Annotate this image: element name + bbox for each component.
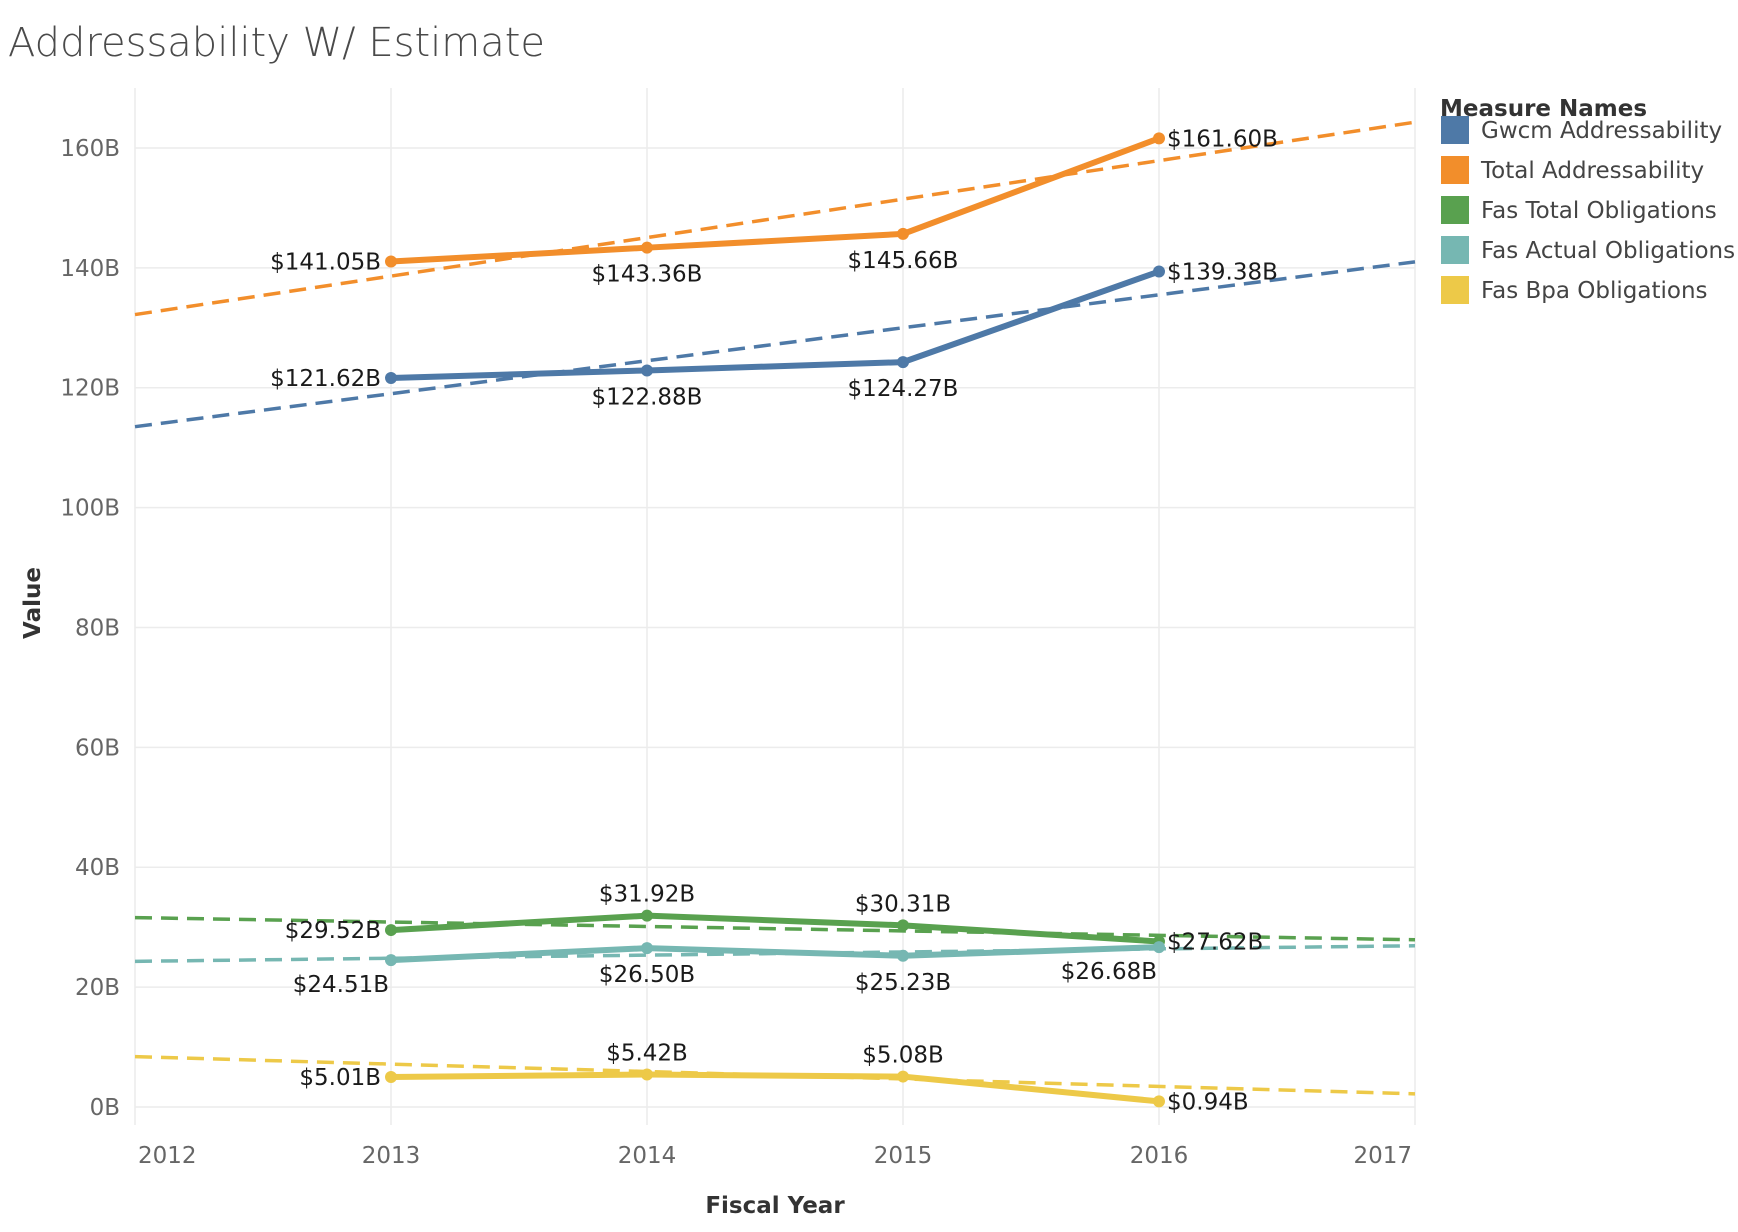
series-line xyxy=(388,1071,1162,1105)
series-line xyxy=(388,135,1162,265)
data-point xyxy=(897,949,909,962)
data-label: $139.38B xyxy=(1167,260,1278,286)
data-label: $27.62B xyxy=(1167,929,1263,955)
legend-swatch xyxy=(1441,236,1469,264)
chart-title: Addressability W/ Estimate xyxy=(8,20,545,66)
trend-line xyxy=(134,915,1416,942)
data-point xyxy=(1153,132,1165,145)
data-label: $26.50B xyxy=(599,962,695,988)
legend-item-label: Fas Actual Obligations xyxy=(1481,238,1735,264)
data-point xyxy=(385,954,397,967)
data-label: $31.92B xyxy=(599,882,695,908)
series-line xyxy=(388,268,1162,382)
data-point xyxy=(897,356,909,369)
axes: 0B 20B 40B 60B 80B 100B 120B 140B 160B 2012 2013 20… xyxy=(60,136,1412,1169)
y-tick-label: 80B xyxy=(75,615,120,641)
data-label: $5.01B xyxy=(299,1065,381,1091)
y-tick-label: 60B xyxy=(75,735,120,761)
y-tick-label: 40B xyxy=(75,855,120,881)
legend-item-label: Fas Bpa Obligations xyxy=(1481,278,1708,304)
x-tick-label: 2014 xyxy=(618,1143,677,1169)
data-point xyxy=(385,255,397,268)
legend-swatch xyxy=(1441,196,1469,224)
data-point xyxy=(641,241,653,254)
data-labels: $121.62B $122.88B $124.27B $139.38B $141.05B… xyxy=(270,126,1278,1115)
y-axis-title: Value xyxy=(20,567,46,639)
data-label: $141.05B xyxy=(270,250,381,276)
x-tick-label: 2015 xyxy=(874,1143,933,1169)
data-point xyxy=(897,919,909,932)
data-label: $24.51B xyxy=(293,972,389,998)
legend-title: Measure Names xyxy=(1440,96,1647,122)
data-label: $25.23B xyxy=(855,970,951,996)
y-tick-label: 0B xyxy=(90,1095,120,1121)
series-line xyxy=(388,912,1162,945)
data-label: $5.42B xyxy=(606,1041,688,1067)
x-tick-label: 2012 xyxy=(138,1143,197,1169)
data-label: $145.66B xyxy=(848,248,959,274)
x-tick-label: 2017 xyxy=(1353,1143,1412,1169)
legend-swatch xyxy=(1441,116,1469,144)
data-label: $143.36B xyxy=(592,262,703,288)
legend-item-label: Gwcm Addressability xyxy=(1481,118,1722,144)
data-label: $161.60B xyxy=(1167,126,1278,152)
data-point xyxy=(897,227,909,240)
legend-swatch xyxy=(1441,276,1469,304)
data-point xyxy=(641,942,653,955)
legend-item-label: Total Addressability xyxy=(1480,158,1704,184)
data-label: $124.27B xyxy=(848,376,959,402)
x-tick-label: 2013 xyxy=(362,1143,421,1169)
y-tick-label: 20B xyxy=(75,975,120,1001)
data-point xyxy=(385,372,397,385)
y-tick-label: 160B xyxy=(60,136,120,162)
data-point xyxy=(1153,941,1165,954)
data-point xyxy=(1153,265,1165,278)
series-lines xyxy=(385,132,1165,1108)
data-label: $121.62B xyxy=(270,366,381,392)
data-point xyxy=(385,924,397,937)
data-label: $30.31B xyxy=(855,891,951,917)
legend-item-label: Fas Total Obligations xyxy=(1481,198,1717,224)
y-tick-label: 140B xyxy=(60,256,120,282)
y-tick-label: 100B xyxy=(60,496,120,522)
data-label: $5.08B xyxy=(862,1043,944,1069)
legend: Measure Names Gwcm Addressability Total A… xyxy=(1440,96,1735,304)
data-label: $0.94B xyxy=(1167,1089,1249,1115)
x-axis-title: Fiscal Year xyxy=(705,1193,845,1219)
data-point xyxy=(897,1070,909,1083)
trend-line xyxy=(134,120,1416,317)
data-label: $122.88B xyxy=(592,384,703,410)
trend-line xyxy=(134,260,1416,429)
data-point xyxy=(641,364,653,377)
legend-swatch xyxy=(1441,156,1469,184)
series-line xyxy=(388,944,1162,964)
data-point xyxy=(641,909,653,922)
data-label: $26.68B xyxy=(1061,959,1157,985)
data-point xyxy=(641,1068,653,1081)
data-point xyxy=(1153,1095,1165,1108)
x-tick-label: 2016 xyxy=(1130,1143,1189,1169)
y-tick-label: 120B xyxy=(60,376,120,402)
data-point xyxy=(385,1070,397,1083)
data-label: $29.52B xyxy=(285,918,381,944)
